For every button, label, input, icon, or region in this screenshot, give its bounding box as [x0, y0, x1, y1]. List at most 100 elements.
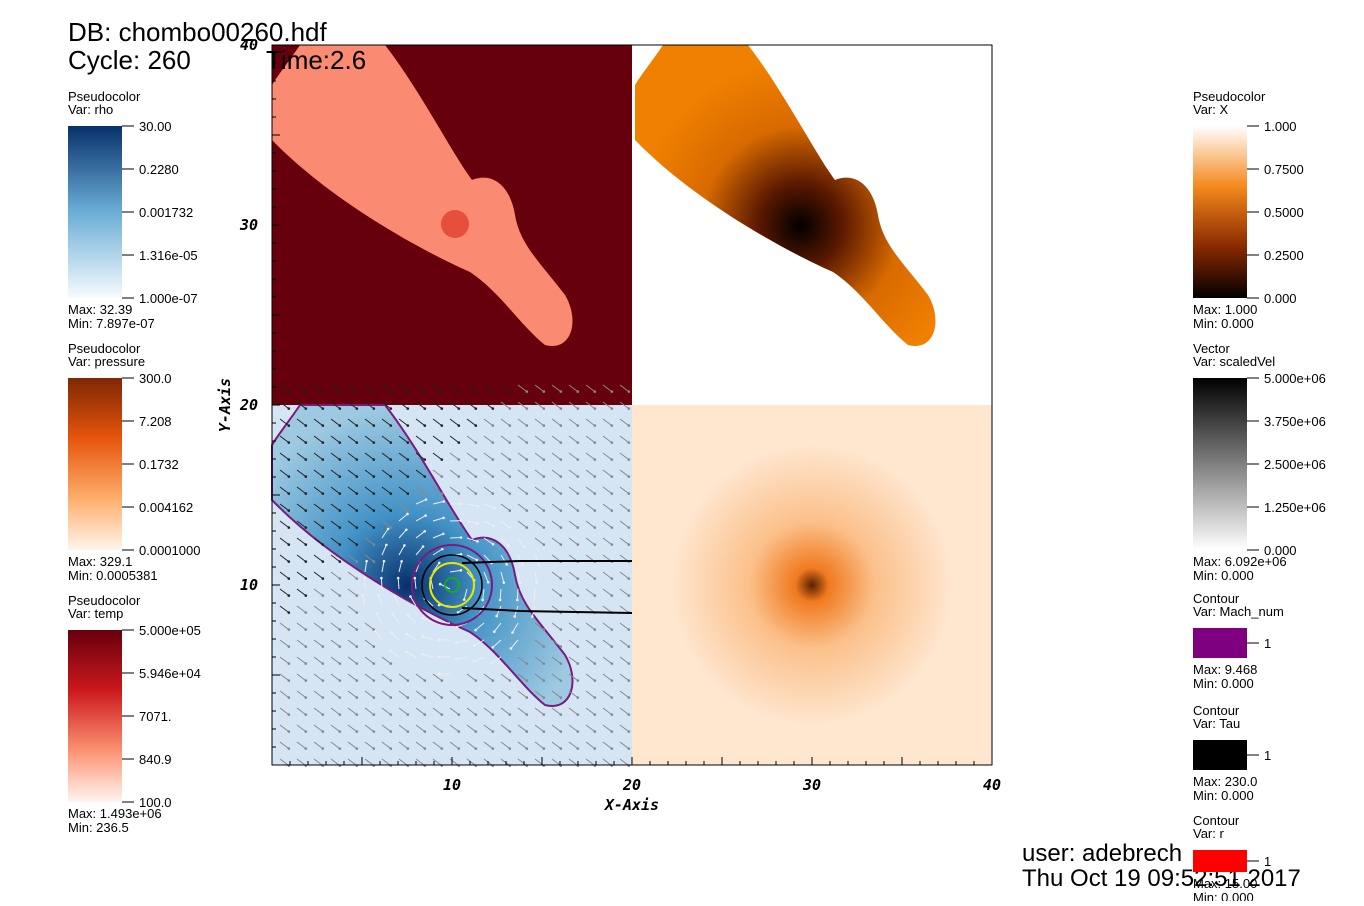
vector-head — [543, 662, 546, 665]
vector-head — [457, 611, 460, 614]
vector-head — [407, 614, 410, 617]
vector-head — [475, 475, 478, 478]
vector-head — [339, 713, 342, 716]
user: user: adebrech — [1022, 840, 1182, 867]
vector-head — [288, 730, 291, 733]
vector-head — [339, 458, 342, 461]
vector-head — [560, 679, 563, 682]
vector-head — [422, 617, 425, 620]
vector-head — [438, 638, 441, 641]
vector-head — [424, 730, 427, 733]
vector-head — [407, 407, 410, 410]
vector-head — [322, 730, 325, 733]
vector-head — [322, 390, 325, 393]
vector-head — [356, 696, 359, 699]
vector-head — [441, 747, 444, 750]
vector-head — [288, 662, 291, 665]
legend-bar — [1193, 740, 1247, 770]
vector-head — [493, 507, 496, 510]
vector-head — [458, 730, 461, 733]
legend-var: Var: X — [1193, 102, 1228, 117]
vector-head — [509, 696, 512, 699]
vector-head — [526, 730, 529, 733]
vector-head — [407, 390, 410, 393]
vector-head — [322, 577, 325, 580]
x-tick-label: 40 — [983, 776, 1001, 794]
vector-head — [322, 679, 325, 682]
vector-head — [628, 492, 631, 495]
vector-head — [390, 390, 393, 393]
vector-head — [373, 679, 376, 682]
vector-head — [458, 475, 461, 478]
vector-head — [394, 594, 397, 597]
vector-head — [526, 526, 529, 529]
legend-max: Max: 1.493e+06 — [68, 806, 162, 821]
legend-tick-label: 1.000 — [1264, 119, 1297, 134]
vector-head — [455, 658, 458, 661]
vector-head — [305, 560, 308, 563]
vector-head — [628, 407, 631, 410]
vector-head — [526, 713, 529, 716]
vector-head — [373, 407, 376, 410]
vector-head — [577, 407, 580, 410]
legend-tick-label: 0.004162 — [139, 500, 193, 515]
vector-head — [356, 390, 359, 393]
legend-min: Min: 0.000 — [1193, 788, 1254, 803]
vector-head — [491, 662, 494, 665]
legend-bar — [1193, 378, 1247, 550]
legend-max: Max: 230.0 — [1193, 774, 1257, 789]
x-axis-label: X-Axis — [603, 796, 659, 814]
legend-var: Var: r — [1193, 826, 1224, 841]
x-tick-label: 30 — [802, 776, 821, 794]
vector-head — [521, 564, 524, 567]
vector-head — [373, 475, 376, 478]
vector-head — [322, 526, 325, 529]
vector-head — [363, 577, 366, 580]
vector-head — [611, 696, 614, 699]
vector-head — [380, 577, 383, 580]
vector-head — [305, 645, 308, 648]
vector-head — [403, 544, 406, 547]
vector-head — [473, 660, 476, 663]
vector-head — [356, 628, 359, 631]
vector-head — [424, 475, 427, 478]
vector-head — [390, 526, 393, 529]
vector-arrow — [364, 578, 365, 589]
vector-head — [390, 662, 393, 665]
vector-head — [442, 500, 445, 503]
vector-head — [526, 390, 529, 393]
vector-head — [628, 390, 631, 393]
vector-head — [424, 679, 427, 682]
vector-head — [560, 475, 563, 478]
vector-head — [424, 747, 427, 750]
cycle: Cycle: 260 — [68, 45, 191, 75]
vector-head — [305, 594, 308, 597]
vector-head — [560, 509, 563, 512]
vector-head — [526, 509, 529, 512]
vector-head — [322, 509, 325, 512]
vector-head — [543, 696, 546, 699]
legend-tick-label: 0.7500 — [1264, 162, 1304, 177]
vector-head — [577, 594, 580, 597]
vector-head — [339, 560, 342, 563]
vector-head — [356, 679, 359, 682]
vector-head — [407, 475, 410, 478]
vector-head — [505, 563, 508, 566]
vector-head — [458, 747, 461, 750]
vector-head — [339, 730, 342, 733]
vector-head — [594, 679, 597, 682]
legend-tick-label: 1.000e-07 — [139, 291, 198, 306]
vector-head — [373, 713, 376, 716]
vector-head — [492, 458, 495, 461]
vector-head — [305, 730, 308, 733]
vector-head — [373, 509, 376, 512]
vector-head — [513, 615, 516, 618]
vector-head — [628, 577, 631, 580]
legend-tick-label: 1.316e-05 — [139, 248, 198, 263]
vector-head — [322, 645, 325, 648]
legend-tick-label: 1 — [1264, 854, 1271, 869]
vector-head — [305, 577, 308, 580]
vector-head — [356, 424, 359, 427]
vector-head — [339, 441, 342, 444]
vector-head — [339, 594, 342, 597]
